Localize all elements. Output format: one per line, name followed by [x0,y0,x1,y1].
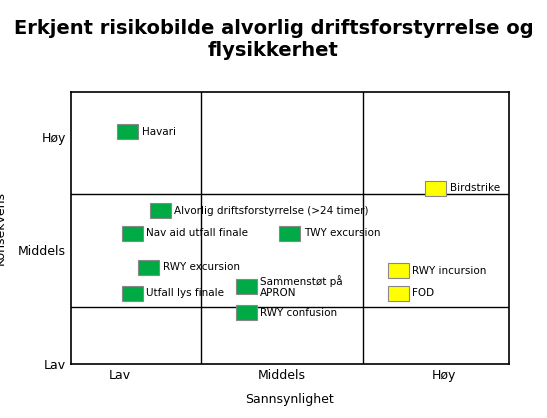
Text: TWY excursion: TWY excursion [304,229,380,239]
Text: FOD: FOD [412,288,434,298]
FancyBboxPatch shape [280,226,300,241]
Text: Sammenstøt på
APRON: Sammenstøt på APRON [260,275,342,298]
FancyBboxPatch shape [388,263,409,278]
Text: Alvorlig driftsforstyrrelse (>24 timer): Alvorlig driftsforstyrrelse (>24 timer) [174,206,369,216]
Text: Birdstrike: Birdstrike [450,183,499,193]
Text: Utfall lys finale: Utfall lys finale [147,288,224,298]
FancyBboxPatch shape [236,306,257,320]
FancyBboxPatch shape [425,181,446,196]
Text: RWY incursion: RWY incursion [412,266,487,276]
Text: Erkjent risikobilde alvorlig driftsforstyrrelse og
flysikkerhet: Erkjent risikobilde alvorlig driftsforst… [14,19,533,60]
FancyBboxPatch shape [236,279,257,294]
Text: RWY excursion: RWY excursion [162,263,240,273]
Text: Nav aid utfall finale: Nav aid utfall finale [147,229,248,239]
Y-axis label: Konsekvens: Konsekvens [0,191,7,265]
FancyBboxPatch shape [117,124,138,139]
FancyBboxPatch shape [138,260,159,275]
FancyBboxPatch shape [388,286,409,301]
Text: RWY confusion: RWY confusion [260,308,337,318]
FancyBboxPatch shape [150,204,171,218]
X-axis label: Sannsynlighet: Sannsynlighet [246,393,334,405]
FancyBboxPatch shape [122,286,143,301]
FancyBboxPatch shape [122,226,143,241]
Text: Havari: Havari [142,127,176,137]
